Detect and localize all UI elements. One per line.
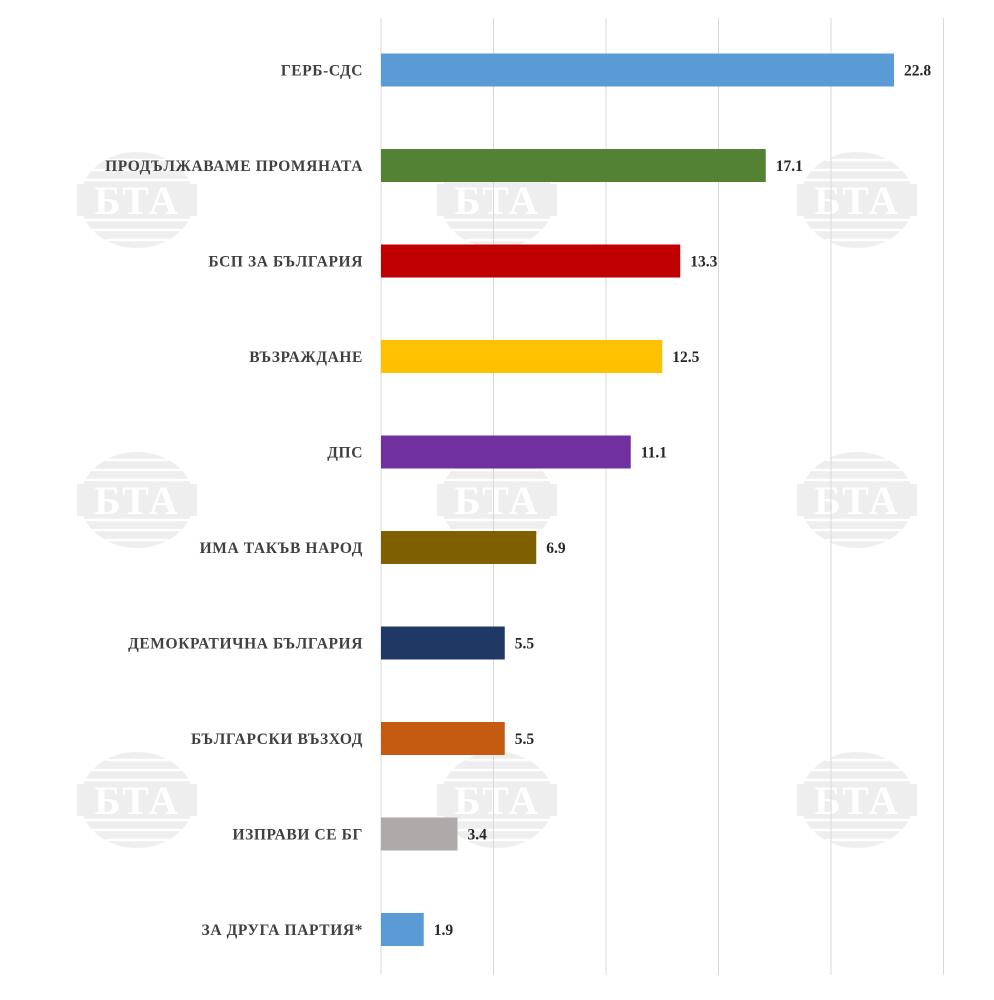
watermark-text: БТА bbox=[814, 478, 900, 523]
watermark-text: БТА bbox=[814, 778, 900, 823]
watermark-text: БТА bbox=[454, 178, 540, 223]
bar bbox=[381, 53, 894, 87]
value-label: 5.5 bbox=[515, 636, 535, 653]
category-label: ИМА ТАКЪВ НАРОД bbox=[200, 540, 363, 557]
category-label: БСП ЗА БЪЛГАРИЯ bbox=[208, 254, 363, 271]
category-labels: ГЕРБ-СДС ПРОДЪЛЖАВАМЕ ПРОМЯНАТА БСП ЗА БЪЛ… bbox=[105, 63, 363, 940]
bar bbox=[381, 149, 766, 182]
bar bbox=[381, 531, 537, 564]
value-label: 12.5 bbox=[672, 349, 699, 366]
bta-watermark-logo: БТА bbox=[797, 452, 917, 548]
bta-watermark-logo: БТА bbox=[77, 452, 197, 548]
value-label: 11.1 bbox=[641, 445, 667, 462]
watermark-text: БТА bbox=[454, 478, 540, 523]
bar bbox=[381, 817, 458, 851]
watermark-text: БТА bbox=[814, 178, 900, 223]
value-labels: 22.8 17.1 13.3 12.5 11.1 6.9 5.5 5.5 3.4 1.9 bbox=[434, 63, 932, 940]
watermark-text: БТА bbox=[454, 778, 540, 823]
bar bbox=[381, 244, 681, 278]
value-label: 1.9 bbox=[434, 922, 454, 939]
bta-watermark-logo: БТА bbox=[77, 152, 197, 248]
value-label: 22.8 bbox=[904, 63, 931, 80]
bta-watermark-logo: БТА bbox=[437, 452, 557, 548]
value-label: 17.1 bbox=[776, 158, 803, 175]
bta-watermark-logo: БТА bbox=[77, 752, 197, 848]
bta-watermark-logo: БТА bbox=[437, 752, 557, 848]
bar bbox=[381, 435, 631, 469]
category-label: ЗА ДРУГА ПАРТИЯ* bbox=[202, 922, 363, 939]
category-label: ДЕМОКРАТИЧНА БЪЛГАРИЯ bbox=[128, 636, 363, 653]
category-label: БЪЛГАРСКИ ВЪЗХОД bbox=[191, 731, 363, 748]
value-label: 13.3 bbox=[690, 254, 717, 271]
value-label: 3.4 bbox=[468, 827, 488, 844]
bta-watermark-logo: БТА bbox=[797, 752, 917, 848]
category-label: ДПС bbox=[327, 445, 363, 462]
bar bbox=[381, 913, 424, 946]
category-label: ПРОДЪЛЖАВАМЕ ПРОМЯНАТА bbox=[105, 158, 363, 175]
watermark-text: БТА bbox=[94, 478, 180, 523]
bar bbox=[381, 626, 505, 660]
category-label: ИЗПРАВИ СЕ БГ bbox=[232, 827, 363, 844]
value-label: 5.5 bbox=[515, 731, 535, 748]
watermark-text: БТА bbox=[94, 778, 180, 823]
category-label: ВЪЗРАЖДАНЕ bbox=[249, 349, 363, 366]
bars bbox=[381, 53, 894, 946]
bar bbox=[381, 340, 663, 373]
bta-watermark-logo: БТА bbox=[797, 152, 917, 248]
category-label: ГЕРБ-СДС bbox=[281, 63, 363, 80]
watermark-text: БТА bbox=[94, 178, 180, 223]
value-label: 6.9 bbox=[546, 540, 566, 557]
bar bbox=[381, 722, 505, 755]
